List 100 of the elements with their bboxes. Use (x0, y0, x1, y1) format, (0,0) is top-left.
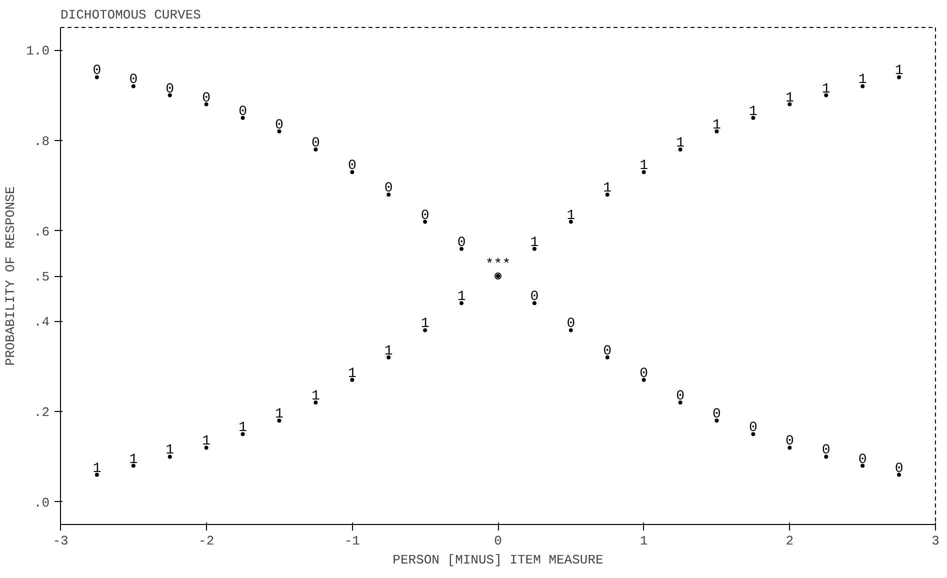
text: 1 (92, 460, 102, 477)
text: 0 (603, 343, 612, 360)
point (204, 102, 208, 106)
point (751, 116, 756, 120)
text: 0 (312, 135, 320, 152)
x-tick-label: -1 (344, 534, 360, 548)
point (168, 454, 172, 459)
point (131, 84, 136, 88)
point (386, 192, 391, 197)
text: 0 (858, 452, 867, 468)
point (350, 170, 354, 174)
text: 0 (785, 434, 794, 450)
text: 1 (858, 72, 867, 88)
text: 1 (384, 343, 393, 360)
point (94, 75, 99, 80)
text: 1 (749, 104, 758, 120)
point (532, 301, 536, 306)
y-tick-label: 1.0 (26, 44, 50, 59)
text: 1 (457, 289, 466, 306)
point (678, 147, 682, 152)
text: 0 (640, 366, 648, 382)
point (751, 432, 756, 436)
x-tick-label: 0 (494, 534, 502, 548)
point (605, 355, 610, 360)
x-tick-label: 2 (786, 534, 794, 548)
point (94, 472, 99, 477)
point (314, 147, 318, 152)
text: 0 (676, 388, 684, 405)
text: 0 (566, 316, 576, 332)
y-axis-title: PROBABILITY OF RESPONSE (3, 186, 18, 366)
text: 1 (566, 208, 576, 224)
x-tick-label: 3 (932, 534, 940, 548)
text: 0 (348, 158, 356, 174)
point (240, 116, 245, 120)
point (642, 378, 646, 382)
point (168, 93, 172, 98)
point (423, 328, 428, 332)
text: 1 (676, 135, 684, 152)
point (788, 446, 792, 450)
point (277, 129, 282, 134)
point (386, 355, 391, 360)
text: 0 (749, 420, 758, 436)
series-label: 0 (275, 117, 284, 134)
y-tick-label: .2 (34, 405, 50, 420)
point (568, 328, 573, 332)
y-tick-label: .0 (34, 495, 50, 510)
text: 0 (530, 289, 539, 306)
point (714, 129, 719, 134)
text: 0 (822, 442, 830, 459)
y-tick-label: .4 (34, 314, 50, 330)
point (788, 102, 792, 106)
text: 0 (420, 208, 430, 224)
text: 1 (894, 63, 904, 80)
text: 0 (129, 72, 138, 88)
chart-title: DICHOTOMOUS CURVES (60, 8, 202, 22)
text: 0 (712, 406, 721, 423)
point (568, 220, 573, 224)
point (314, 400, 318, 405)
y-tick-label: .5 (34, 270, 50, 284)
text: 0 (238, 104, 247, 120)
text: 1 (166, 442, 174, 459)
text: 0 (166, 81, 174, 98)
text: 1 (202, 434, 211, 450)
point (460, 246, 464, 251)
text: 0 (457, 234, 466, 251)
series-label: 1 (275, 406, 284, 423)
text: 0 (894, 460, 904, 477)
text: 1 (348, 366, 356, 382)
text: 1 (312, 388, 320, 405)
text: 1 (530, 234, 539, 251)
text: 1 (420, 316, 430, 332)
text: 1 (822, 81, 830, 98)
text: 0 (384, 180, 393, 197)
text: 1 (129, 452, 138, 468)
point (860, 84, 865, 88)
point (240, 432, 245, 436)
annotation: *** (485, 257, 511, 273)
point (714, 418, 719, 423)
y-tick-label: .8 (34, 134, 50, 149)
x-tick-label: -3 (52, 534, 68, 548)
point (897, 472, 902, 477)
text: 1 (603, 180, 612, 197)
text: 0 (92, 63, 102, 80)
point (605, 192, 610, 197)
point (860, 464, 865, 468)
point (532, 246, 536, 251)
point (204, 446, 208, 450)
point (678, 400, 682, 405)
point (642, 170, 646, 174)
point (131, 464, 136, 468)
text: 0 (202, 90, 211, 106)
text: 1 (712, 117, 721, 134)
point (277, 418, 282, 423)
text: 1 (785, 90, 794, 106)
point (897, 75, 902, 80)
point (460, 301, 464, 306)
x-axis-title: PERSON [MINUS] ITEM MEASURE (392, 552, 604, 568)
point (423, 220, 428, 224)
x-tick-label: -2 (198, 534, 214, 548)
text: 1 (238, 420, 247, 436)
